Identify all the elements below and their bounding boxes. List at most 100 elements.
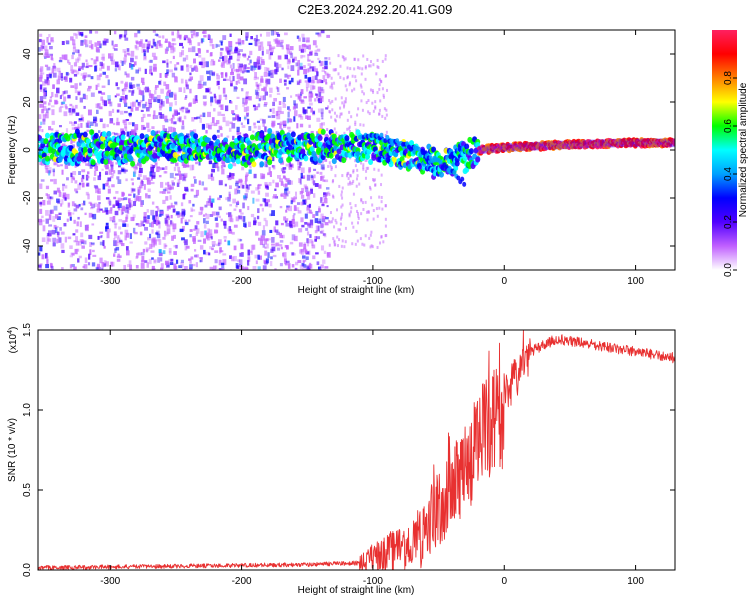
heatmap-cell [141,43,146,49]
heatmap-cell [238,259,243,266]
heatmap-cell [174,76,178,83]
heatmap-cell [46,232,50,237]
heatmap-cell [182,194,186,200]
heatmap-cell [378,195,381,199]
heatmap-cell [376,214,379,218]
heatmap-cell [203,187,208,191]
heatmap-cell [206,49,209,53]
heatmap-cell [240,268,245,270]
heatmap-cell [288,80,292,85]
heatmap-cell [73,219,76,224]
heatmap-cell [118,226,122,230]
heatmap-cell [86,122,90,128]
heatmap-cell [117,237,121,240]
heatmap-cell [308,238,313,244]
heatmap-cell [220,72,224,78]
heatmap-cell [275,111,279,117]
heatmap-cell [247,184,250,190]
heatmap-cell [321,202,324,206]
heatmap-cell [38,218,43,223]
heatmap-cell [198,257,203,260]
heatmap-cell [169,91,174,98]
heatmap-cell [316,261,320,266]
heatmap-cell [73,121,77,124]
heatmap-cell [183,174,187,179]
heatmap-cell [323,192,326,195]
heatmap-cell [53,66,57,72]
heatmap-cell [95,267,99,270]
heatmap-cell [38,252,41,256]
heatmap-cell [324,57,328,60]
heatmap-cell [92,249,95,253]
heatmap-cell [58,60,63,63]
heatmap-cell [41,237,46,243]
heatmap-cell [301,145,305,149]
heatmap-cell [124,71,127,76]
heatmap-cell [108,159,112,163]
heatmap-cell [81,62,85,68]
heatmap-cell [162,236,166,240]
heatmap-cell [284,187,289,191]
heatmap-cell [151,265,155,270]
heatmap-cell [74,188,78,192]
heatmap-cell [113,170,116,174]
heatmap-cell [160,100,165,107]
heatmap-cell [140,260,145,263]
heatmap-cell [152,219,156,225]
heatmap-cell [124,54,128,58]
heatmap-cell [152,38,155,45]
heatmap-cell [181,50,185,56]
heatmap-cell [195,228,200,234]
heatmap-cell [93,177,96,181]
heatmap-cell [134,55,138,60]
heatmap-cell [249,165,252,169]
heatmap-cell [307,54,310,61]
heatmap-cell [41,215,44,219]
heatmap-cell [79,82,82,86]
heatmap-cell [207,174,212,180]
heatmap-cell [212,134,218,141]
heatmap-cell [61,40,65,46]
heatmap-cell [128,202,132,208]
heatmap-cell [67,94,71,99]
heatmap-cell [310,188,313,194]
heatmap-cell [274,39,279,44]
heatmap-cell [233,69,238,72]
heatmap-cell [384,134,387,138]
heatmap-cell [380,79,383,83]
heatmap-cell [227,175,232,181]
heatmap-cell [123,197,128,201]
heatmap-cell [374,183,377,187]
heatmap-cell [58,70,62,76]
heatmap-cell [120,197,125,201]
heatmap-cell [381,114,384,118]
heatmap-cell [369,64,372,68]
heatmap-cell [171,180,174,184]
heatmap-cell [90,58,94,61]
heatmap-cell [101,92,106,95]
heatmap-cell [89,242,92,248]
heatmap-cell [171,235,174,241]
heatmap-cell [101,99,105,103]
heatmap-cell [298,162,301,169]
heatmap-cell [359,237,362,241]
heatmap-cell [240,243,244,250]
heatmap-cell [250,190,255,194]
heatmap-cell [320,128,326,135]
heatmap-cell [153,56,158,60]
heatmap-cell [327,105,330,109]
heatmap-cell [95,84,98,91]
heatmap-cell [111,261,115,267]
heatmap-cell [163,230,167,237]
heatmap-cell [382,93,385,97]
heatmap-cell [242,97,245,104]
heatmap-cell [71,105,75,112]
heatmap-cell [205,213,210,220]
heatmap-cell [282,101,285,104]
heatmap-cell [120,209,124,216]
heatmap-cell [39,70,43,75]
heatmap-cell [39,87,42,92]
heatmap-cell [301,224,305,228]
heatmap-cell [191,46,196,53]
heatmap-cell [144,68,147,75]
